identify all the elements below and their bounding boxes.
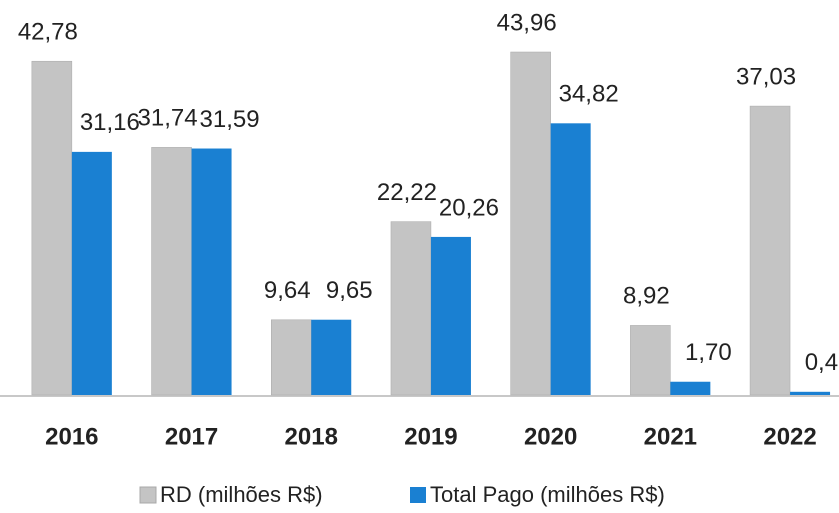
- bar: [71, 151, 112, 395]
- bar: [390, 221, 432, 396]
- x-tick-label: 2019: [404, 423, 457, 450]
- data-label: 43,96: [497, 9, 557, 36]
- bar: [510, 51, 551, 396]
- bar: [550, 123, 591, 396]
- x-tick-label: 2016: [45, 423, 98, 450]
- x-tick-label: 2017: [165, 423, 218, 450]
- legend-swatch: [139, 486, 157, 504]
- data-label: 0,41: [805, 349, 839, 376]
- data-label: 8,92: [623, 283, 670, 310]
- bar: [749, 105, 791, 396]
- x-tick-label: 2020: [524, 423, 577, 450]
- data-label: 34,82: [559, 81, 619, 108]
- bar: [271, 319, 312, 396]
- data-label: 9,64: [264, 277, 311, 304]
- bar: [31, 60, 73, 396]
- x-tick-label: 2018: [285, 423, 338, 450]
- bar: [670, 381, 711, 395]
- data-label: 22,22: [377, 179, 437, 206]
- legend-swatch: [410, 487, 426, 503]
- data-label: 9,65: [326, 277, 373, 304]
- data-label: 31,59: [200, 106, 260, 133]
- data-label: 31,16: [80, 109, 140, 136]
- legend-label: Total Pago (milhões R$): [430, 482, 665, 507]
- data-label: 1,70: [685, 339, 732, 366]
- data-label: 37,03: [736, 63, 796, 90]
- bar: [311, 319, 352, 395]
- bar: [151, 147, 192, 396]
- bar: [430, 236, 471, 395]
- x-tick-label: 2022: [763, 423, 816, 450]
- data-label: 31,74: [138, 105, 198, 132]
- bar: [191, 148, 232, 395]
- bar: [790, 391, 831, 395]
- legend-label: RD (milhões R$): [160, 482, 323, 507]
- bar: [630, 325, 671, 396]
- x-tick-label: 2021: [644, 423, 697, 450]
- data-label: 42,78: [18, 19, 78, 46]
- data-label: 20,26: [439, 194, 499, 221]
